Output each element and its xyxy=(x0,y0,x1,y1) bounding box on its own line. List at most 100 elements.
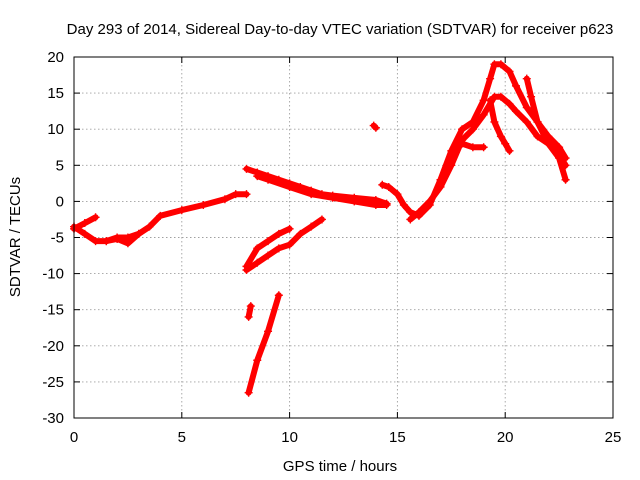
data-point xyxy=(486,96,495,105)
data-point xyxy=(544,132,553,141)
data-point xyxy=(505,67,514,76)
data-point xyxy=(274,291,283,300)
data-point xyxy=(505,146,514,155)
series-arc-11 xyxy=(242,215,326,274)
x-axis-label: GPS time / hours xyxy=(283,458,397,475)
data-point xyxy=(511,107,520,116)
data-point xyxy=(244,312,253,321)
data-point xyxy=(220,195,229,204)
data-point xyxy=(264,327,273,336)
data-point xyxy=(561,154,570,163)
data-point xyxy=(522,117,531,126)
data-point xyxy=(246,302,255,311)
data-point xyxy=(264,237,273,246)
data-point xyxy=(285,224,294,233)
y-tick-label: 0 xyxy=(56,193,64,210)
data-point xyxy=(447,146,456,155)
y-tick-label: -20 xyxy=(42,338,64,355)
y-tick-label: -30 xyxy=(42,410,64,427)
data-point xyxy=(123,239,132,248)
series-trace xyxy=(245,292,282,396)
series-trace xyxy=(379,61,569,219)
data-point xyxy=(145,222,154,231)
data-series xyxy=(70,60,570,397)
series-arc-9 xyxy=(486,96,514,155)
series-arc-15 xyxy=(369,121,380,132)
data-point xyxy=(555,143,564,152)
data-point xyxy=(80,219,89,228)
data-point xyxy=(91,237,100,246)
data-point xyxy=(399,201,408,210)
chart-title: Day 293 of 2014, Sidereal Day-to-day VTE… xyxy=(67,21,614,38)
y-tick-label: 5 xyxy=(56,157,64,174)
data-point xyxy=(371,201,380,210)
series-arc-10 xyxy=(522,74,570,163)
data-point xyxy=(447,161,456,170)
series-arc-12 xyxy=(242,224,294,271)
data-point xyxy=(544,139,553,148)
data-point xyxy=(425,197,434,206)
x-tick-label: 15 xyxy=(389,429,406,446)
data-point xyxy=(102,237,111,246)
data-point xyxy=(414,208,423,217)
y-tick-label: 10 xyxy=(47,121,64,138)
y-tick-label: 20 xyxy=(47,49,64,66)
data-point xyxy=(458,125,467,134)
axis-ticks: 0 5 10 15 20 25 -30 -25 -20 -15 -10 -5 0 5 10 15 20 xyxy=(42,49,621,446)
data-point xyxy=(522,103,531,112)
data-point xyxy=(113,234,122,243)
data-point xyxy=(378,180,387,189)
data-point xyxy=(80,229,89,238)
y-tick-label: -10 xyxy=(42,266,64,283)
x-tick-label: 5 xyxy=(178,429,186,446)
data-point xyxy=(458,139,467,148)
data-point xyxy=(522,74,531,83)
data-point xyxy=(505,99,514,108)
data-point xyxy=(307,222,316,231)
series-arc-5 xyxy=(253,172,391,210)
data-point xyxy=(496,60,505,69)
data-point xyxy=(382,201,391,210)
series-arc-3 xyxy=(102,229,143,248)
data-point xyxy=(384,182,393,191)
data-point xyxy=(253,258,262,267)
data-point xyxy=(533,117,542,126)
data-point xyxy=(468,143,477,152)
data-point xyxy=(134,229,143,238)
y-tick-label: -15 xyxy=(42,302,64,319)
y-tick-label: -5 xyxy=(51,230,64,247)
data-point xyxy=(253,244,262,253)
data-point xyxy=(561,175,570,184)
data-point xyxy=(371,123,380,132)
data-point xyxy=(296,229,305,238)
data-point xyxy=(468,125,477,134)
x-tick-label: 25 xyxy=(605,429,622,446)
y-tick-label: -25 xyxy=(42,374,64,391)
data-point xyxy=(242,262,251,271)
data-point xyxy=(285,182,294,191)
series-arc-13 xyxy=(244,302,255,321)
data-point xyxy=(156,211,165,220)
data-point xyxy=(177,206,186,215)
data-point xyxy=(496,92,505,101)
data-point xyxy=(264,251,273,260)
data-point xyxy=(242,190,251,199)
data-point xyxy=(253,356,262,365)
x-tick-label: 10 xyxy=(281,429,298,446)
data-point xyxy=(285,240,294,249)
series-trace xyxy=(103,230,142,247)
data-point xyxy=(199,201,208,210)
series-arc-7 xyxy=(406,92,570,224)
data-point xyxy=(436,182,445,191)
data-point xyxy=(527,92,536,101)
data-point xyxy=(264,175,273,184)
data-point xyxy=(511,81,520,90)
data-point xyxy=(406,208,415,217)
data-point xyxy=(242,164,251,173)
series-trace xyxy=(243,216,325,273)
data-point xyxy=(479,143,488,152)
data-point xyxy=(486,74,495,83)
data-point xyxy=(317,215,326,224)
y-axis-label: SDTVAR / TECUs xyxy=(7,177,24,297)
